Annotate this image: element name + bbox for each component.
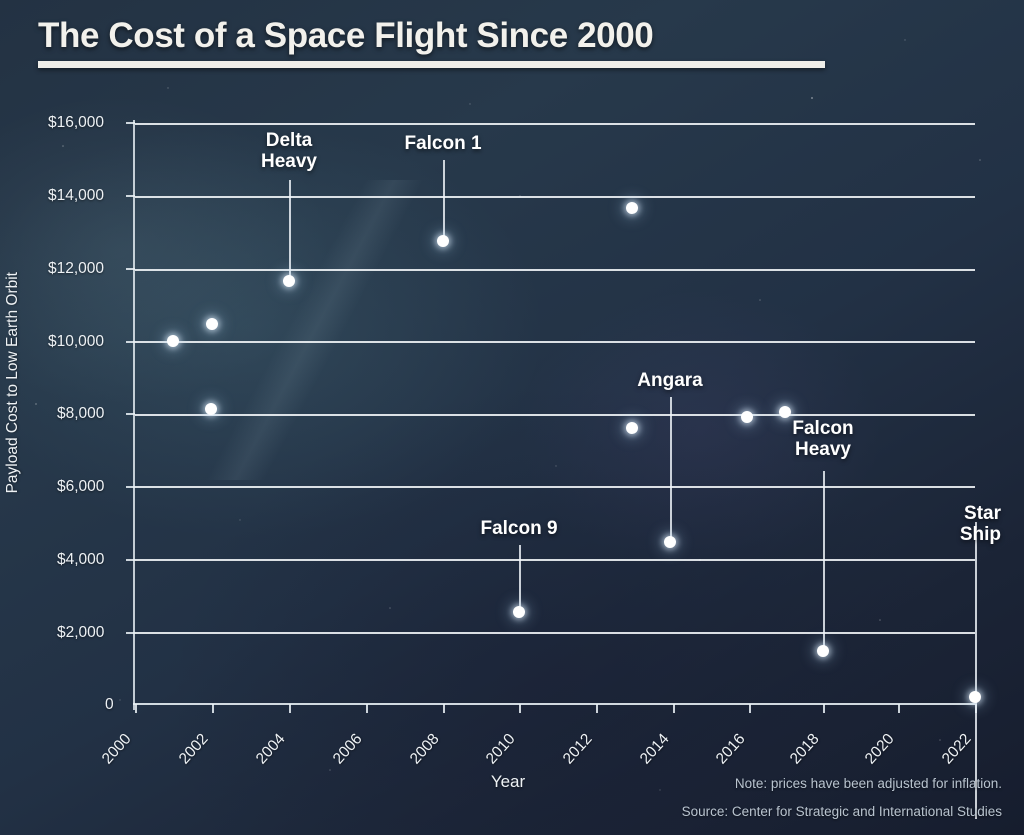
- leader-line-falcon-9: [519, 545, 521, 613]
- data-point-star-ship[interactable]: [969, 691, 981, 703]
- x-tick-label-2002: 2002: [175, 730, 212, 768]
- gridline-14000: [135, 196, 975, 198]
- x-tick-mark-2018: [823, 704, 825, 713]
- y-tick-mark-16000: [126, 122, 135, 124]
- gridline-2000: [135, 632, 975, 634]
- x-tick-label-2000: 2000: [98, 730, 135, 768]
- data-point-2013-7600[interactable]: [626, 422, 638, 434]
- y-tick-mark-8000: [126, 413, 135, 415]
- data-point-2002-10480[interactable]: [206, 318, 218, 330]
- data-point-2013-13650[interactable]: [626, 202, 638, 214]
- y-tick-mark-4000: [126, 559, 135, 561]
- x-tick-label-2014: 2014: [636, 730, 673, 768]
- x-tick-label-2008: 2008: [406, 730, 443, 768]
- x-axis-line: [133, 703, 975, 705]
- gridline-4000: [135, 559, 975, 561]
- title-underline: [38, 60, 825, 68]
- gridline-6000: [135, 486, 975, 488]
- data-point-angara[interactable]: [664, 536, 676, 548]
- data-point-2001-10000[interactable]: [167, 335, 179, 347]
- note-footnote: Note: prices have been adjusted for infl…: [734, 776, 1002, 791]
- x-tick-label-2018: 2018: [786, 730, 823, 768]
- x-tick-mark-2004: [289, 704, 291, 713]
- source-footnote: Source: Center for Strategic and Interna…: [681, 804, 1002, 819]
- x-tick-mark-2008: [443, 704, 445, 713]
- page-title: The Cost of a Space Flight Since 2000: [38, 16, 654, 55]
- y-tick-mark-6000: [126, 486, 135, 488]
- data-point-2016-7900[interactable]: [741, 411, 753, 423]
- x-tick-mark-2002: [212, 704, 214, 713]
- x-tick-mark-2006: [366, 704, 368, 713]
- annotation-star-ship: Star Ship: [959, 503, 1001, 546]
- data-point-2002-8130[interactable]: [205, 403, 217, 415]
- annotation-angara: Angara: [637, 370, 703, 391]
- y-tick-mark-10000: [126, 341, 135, 343]
- gridline-12000: [135, 269, 975, 271]
- annotation-falcon-1: Falcon 1: [404, 133, 482, 154]
- leader-line-falcon-heavy: [823, 471, 825, 652]
- x-tick-label-2006: 2006: [329, 730, 366, 768]
- x-tick-label-2022: 2022: [938, 730, 975, 768]
- x-tick-mark-2000: [135, 704, 137, 713]
- x-tick-mark-2014: [673, 704, 675, 713]
- plot-area: Delta Heavy Falcon 1 Angara Falcon 9 Fal…: [135, 123, 1001, 819]
- y-tick-mark-12000: [126, 268, 135, 270]
- data-point-falcon-1[interactable]: [437, 235, 449, 247]
- x-tick-label-2004: 2004: [252, 730, 289, 768]
- gridline-10000: [135, 341, 975, 343]
- y-axis-line: [133, 120, 135, 710]
- annotation-falcon-heavy: Falcon Heavy: [792, 418, 854, 461]
- data-point-falcon-heavy[interactable]: [817, 645, 829, 657]
- x-tick-mark-2016: [749, 704, 751, 713]
- gridline-8000: [135, 414, 975, 416]
- y-tick-mark-2000: [126, 632, 135, 634]
- leader-line-star-ship: [975, 522, 977, 819]
- leader-line-falcon-1: [443, 160, 445, 242]
- x-tick-label-2012: 2012: [559, 730, 596, 768]
- data-point-2017-8050[interactable]: [779, 406, 791, 418]
- annotation-delta-heavy: Delta Heavy: [261, 130, 317, 173]
- gridline-16000: [135, 123, 975, 125]
- leader-line-delta-heavy: [289, 180, 291, 284]
- x-axis-title-wrap: Year: [0, 772, 1024, 792]
- x-tick-mark-2020: [898, 704, 900, 713]
- y-tick-mark-14000: [126, 195, 135, 197]
- x-tick-mark-2012: [596, 704, 598, 713]
- x-tick-label-2020: 2020: [861, 730, 898, 768]
- x-tick-mark-2010: [519, 704, 521, 713]
- annotation-falcon-9: Falcon 9: [480, 518, 558, 539]
- x-tick-label-2010: 2010: [482, 730, 519, 768]
- x-tick-label-2016: 2016: [712, 730, 749, 768]
- data-point-delta-heavy[interactable]: [283, 275, 295, 287]
- title-block: The Cost of a Space Flight Since 2000: [38, 17, 838, 68]
- data-point-falcon-9[interactable]: [513, 606, 525, 618]
- leader-line-angara: [670, 397, 672, 543]
- x-axis-title: Year: [490, 772, 526, 791]
- y-axis-title: Payload Cost to Low Earth Orbit: [4, 272, 21, 494]
